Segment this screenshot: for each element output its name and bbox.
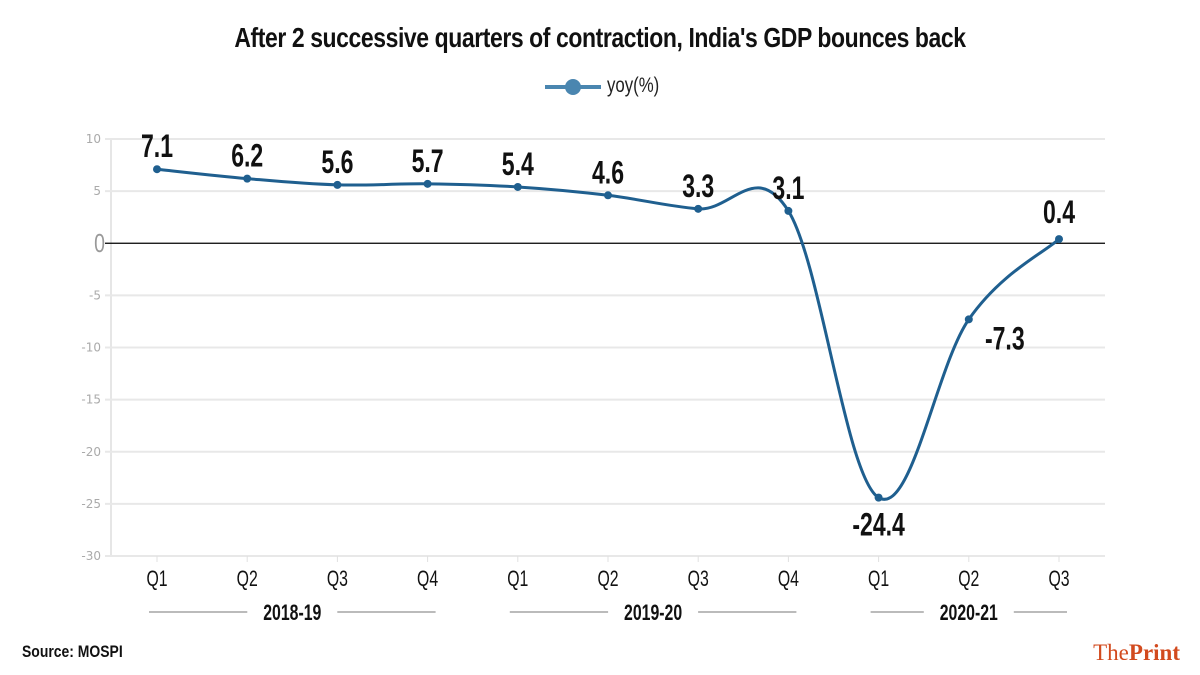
x-tick-label: Q1 xyxy=(146,568,167,592)
chart-title: After 2 successive quarters of contracti… xyxy=(234,22,966,53)
y-tick-label: -25 xyxy=(81,497,101,511)
data-label: 3.1 xyxy=(772,170,804,206)
x-tick-label: Q3 xyxy=(327,568,348,592)
brand-suffix: Print xyxy=(1128,640,1180,665)
data-point xyxy=(333,180,342,189)
group-label: 2019-20 xyxy=(624,602,682,626)
group-label: 2020-21 xyxy=(940,602,998,626)
data-label: 5.6 xyxy=(321,144,353,180)
data-point xyxy=(513,182,522,191)
source-note: Source: MOSPI xyxy=(22,642,123,661)
y-tick-label: 5 xyxy=(93,184,101,198)
y-tick-label: -30 xyxy=(81,549,101,563)
data-label: 0.4 xyxy=(1043,194,1075,230)
x-tick-label: Q2 xyxy=(237,568,258,592)
y-tick-label: -15 xyxy=(81,393,101,407)
brand-prefix: The xyxy=(1093,640,1129,665)
data-point xyxy=(243,174,252,183)
y-tick-label: -10 xyxy=(81,341,101,355)
data-point xyxy=(694,204,703,213)
x-tick-label: Q1 xyxy=(507,568,528,592)
group-label: 2018-19 xyxy=(263,602,321,626)
data-point xyxy=(874,493,883,502)
data-point xyxy=(1055,235,1063,244)
data-label: 6.2 xyxy=(231,138,263,174)
legend: yoy(%) xyxy=(545,74,672,98)
y-tick-label: 10 xyxy=(86,132,101,146)
x-tick-label: Q4 xyxy=(778,568,799,592)
x-tick-label: Q2 xyxy=(958,568,979,592)
y-tick-label: -5 xyxy=(89,288,101,302)
x-tick-label: Q3 xyxy=(1048,568,1069,592)
y-tick-label: -20 xyxy=(81,445,101,459)
x-tick-label: Q1 xyxy=(868,568,889,592)
x-tick-label: Q2 xyxy=(597,568,618,592)
series-line-yoy xyxy=(156,167,1060,501)
data-point xyxy=(423,179,432,188)
data-label: -24.4 xyxy=(852,507,905,543)
data-label: 5.7 xyxy=(412,143,444,179)
data-label: 3.3 xyxy=(682,168,714,204)
data-label: 7.1 xyxy=(141,129,173,165)
x-tick-label: Q4 xyxy=(417,568,438,592)
legend-label: yoy(%) xyxy=(607,74,660,97)
data-point xyxy=(964,315,973,324)
y-tick-label: 0 xyxy=(94,228,105,257)
data-point xyxy=(604,191,612,200)
data-label: -7.3 xyxy=(985,321,1025,357)
x-tick-label: Q3 xyxy=(688,568,709,592)
data-point xyxy=(153,165,161,174)
data-label: 4.6 xyxy=(592,155,624,191)
data-label: 5.4 xyxy=(502,146,534,182)
legend-marker-icon xyxy=(545,76,601,96)
brand-logo: ThePrint xyxy=(1093,640,1180,666)
data-point xyxy=(784,206,793,215)
